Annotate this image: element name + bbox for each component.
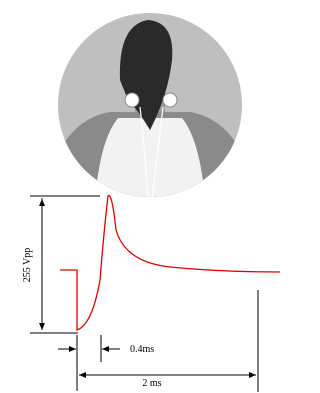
photo	[40, 10, 260, 210]
waveform	[60, 196, 280, 330]
duration-label: 2 ms	[142, 378, 161, 389]
amplitude-label: 255 Vpp	[22, 248, 33, 283]
figure: 255 Vpp 0.4ms 2 ms	[0, 0, 284, 393]
pulse-width-label: 0.4ms	[130, 344, 154, 355]
dimension-lines	[30, 196, 258, 392]
